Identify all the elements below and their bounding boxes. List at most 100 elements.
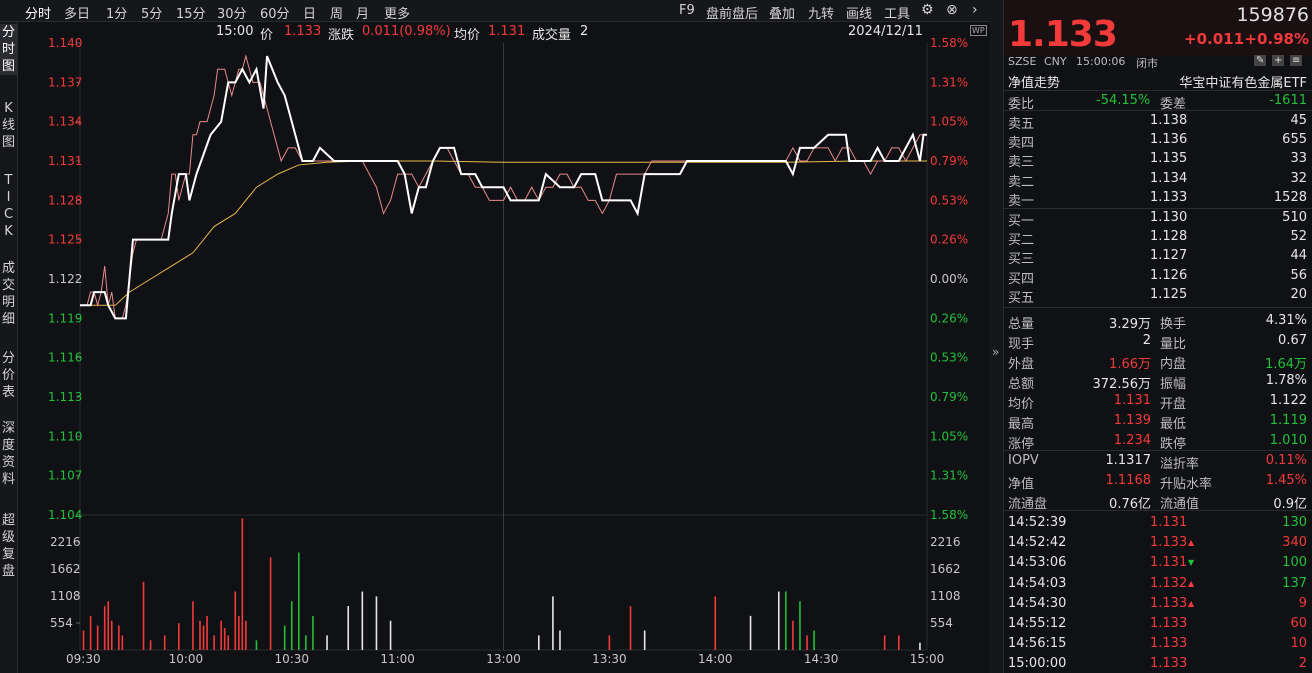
volume-bar <box>82 630 85 650</box>
arrow-up-icon: ▲ <box>1188 598 1195 608</box>
toolbar-tool-2[interactable]: 叠加 <box>769 7 796 22</box>
period-tab-3[interactable]: 5分 <box>141 7 163 22</box>
tick-row: 15:00:00 1.133 2 <box>1004 654 1312 673</box>
volume-bar <box>799 601 801 650</box>
chevron-right-icon[interactable]: › <box>972 2 978 18</box>
volume-bar <box>199 620 201 650</box>
panel-expander[interactable]: » <box>990 0 1003 673</box>
fund-label: 流通盘 <box>1008 497 1048 512</box>
volume-bar <box>552 596 554 650</box>
period-tab-6[interactable]: 60分 <box>260 7 290 22</box>
market-status-row: SZSE CNY 15:00:06 闭市 ✎ + ≡ <box>1004 53 1312 73</box>
volume-bar <box>919 642 921 650</box>
avg-price-line <box>80 160 927 306</box>
volume-bar <box>241 518 244 650</box>
info-vol-label: 成交量 <box>532 28 572 43</box>
ask-row: 卖二 1.134 32 <box>1004 169 1312 190</box>
stat-label-2: 量比 <box>1160 337 1187 352</box>
bid-label: 买二 <box>1008 233 1035 249</box>
bid-volume: 44 <box>1290 248 1307 264</box>
bid-row: 买一 1.130 510 <box>1004 208 1312 229</box>
list-icon[interactable]: ≡ <box>1290 55 1303 66</box>
ask-volume: 655 <box>1282 132 1307 148</box>
volume-bar <box>96 625 99 650</box>
volume-bar <box>806 635 808 650</box>
close-icon[interactable]: ⊗ <box>946 2 958 18</box>
left-tab-5[interactable]: 深 度 资 料 <box>1 421 15 487</box>
period-tab-4[interactable]: 15分 <box>176 7 206 22</box>
volume-bar <box>298 552 300 650</box>
stat-value-2: 4.31% <box>1265 313 1307 328</box>
left-tab-2[interactable]: T I C K <box>3 173 14 239</box>
volume-bar <box>714 596 717 650</box>
ask-row: 卖四 1.136 655 <box>1004 130 1312 151</box>
price-tick-label: 1.128 <box>48 193 82 207</box>
period-tab-5[interactable]: 30分 <box>217 7 247 22</box>
time-tick-label: 13:30 <box>592 652 627 666</box>
volume-bar <box>312 615 314 650</box>
left-tab-6[interactable]: 超 级 复 盘 <box>1 513 15 579</box>
period-toolbar: 分时 多日 1分 5分 15分 30分 60分日周月更多 F9 盘前盘后 叠加 九转 画线 工具 ⚙ ⊗ › <box>0 0 990 22</box>
info-price: 1.133 <box>284 24 322 39</box>
edit-icon[interactable]: ✎ <box>1254 55 1267 66</box>
time-tick-label: 14:00 <box>698 652 733 666</box>
stat-label-2: 跌停 <box>1160 437 1187 452</box>
nav-trend-row: 净值走势 华宝中证有色金属ETF <box>1004 70 1312 91</box>
left-tab-4[interactable]: 分 价 表 <box>1 351 15 400</box>
tick-row: 14:54:03 1.132 137 ▲ <box>1004 574 1312 594</box>
left-tab-3[interactable]: 成 交 明 细 <box>1 261 15 327</box>
change-value: +0.011 <box>1184 30 1245 48</box>
period-tab-2[interactable]: 1分 <box>106 7 128 22</box>
period-tab-8[interactable]: 周 <box>330 7 344 22</box>
wp-icon[interactable]: WP <box>970 25 987 36</box>
tick-row: 14:56:15 1.133 10 <box>1004 634 1312 654</box>
toolbar-tool-1[interactable]: 盘前盘后 <box>706 7 759 22</box>
stat-label: 现手 <box>1008 337 1035 352</box>
tick-price: 1.133 <box>1150 616 1188 631</box>
add-icon[interactable]: + <box>1272 55 1285 66</box>
toolbar-tool-3[interactable]: 九转 <box>808 7 835 22</box>
tick-time: 15:00:00 <box>1008 656 1067 672</box>
nav-trend-link[interactable]: 净值走势 <box>1008 76 1061 91</box>
info-change-label: 涨跌 <box>328 28 355 43</box>
stat-value-2: 1.122 <box>1269 393 1307 408</box>
period-tab-7[interactable]: 日 <box>303 7 317 22</box>
bid-label: 买四 <box>1008 271 1035 287</box>
bid-price: 1.126 <box>1150 267 1188 283</box>
toolbar-tool-0[interactable]: F9 <box>679 3 695 18</box>
volume-bar <box>785 591 787 650</box>
volume-bar <box>883 635 886 650</box>
volume-bar <box>107 601 110 650</box>
period-tab-10[interactable]: 更多 <box>384 7 411 22</box>
pct-tick-label: 0.26% <box>930 311 968 325</box>
time-tick-label: 15:00 <box>910 652 945 666</box>
volume-bar <box>245 620 247 650</box>
time-tick-label: 10:00 <box>169 652 204 666</box>
tick-price: 1.131 <box>1150 555 1188 571</box>
tick-volume: 137 <box>1282 575 1307 591</box>
volume-bar <box>269 557 272 650</box>
fund-row: IOPV 1.1317 溢折率 0.11% <box>1004 451 1312 472</box>
gear-icon[interactable]: ⚙ <box>921 2 934 18</box>
chart-info-bar: 15:00 价 1.133 涨跌 0.011(0.98%) 均价 1.131 成… <box>18 22 990 43</box>
pct-tick-label: 1.05% <box>930 115 968 129</box>
toolbar-tool-4[interactable]: 画线 <box>846 7 873 22</box>
price-line <box>80 55 927 320</box>
toolbar-tool-5[interactable]: 工具 <box>884 7 911 22</box>
tick-volume: 100 <box>1282 555 1307 571</box>
intraday-chart[interactable]: 1.140 1.58% 1.137 1.31% 1.134 1.05% 1.131 0.79%… <box>0 0 990 673</box>
left-tab-0[interactable]: 分 时 图 <box>0 24 17 75</box>
ask-row: 卖五 1.138 45 <box>1004 111 1312 132</box>
volume-bar <box>110 620 113 650</box>
stat-label-2: 内盘 <box>1160 357 1187 372</box>
period-tab-0[interactable]: 分时 <box>25 7 52 22</box>
arrow-down-icon: ▼ <box>1188 558 1195 568</box>
left-tab-1[interactable]: K 线 图 <box>1 101 15 150</box>
fund-value: 1.1317 <box>1105 453 1152 468</box>
volume-bar <box>220 620 222 650</box>
fund-value-2: 1.45% <box>1265 473 1307 488</box>
period-tab-1[interactable]: 多日 <box>64 7 91 22</box>
tick-time: 14:56:15 <box>1008 636 1067 652</box>
period-tab-9[interactable]: 月 <box>356 7 370 22</box>
bid-price: 1.130 <box>1150 210 1188 225</box>
